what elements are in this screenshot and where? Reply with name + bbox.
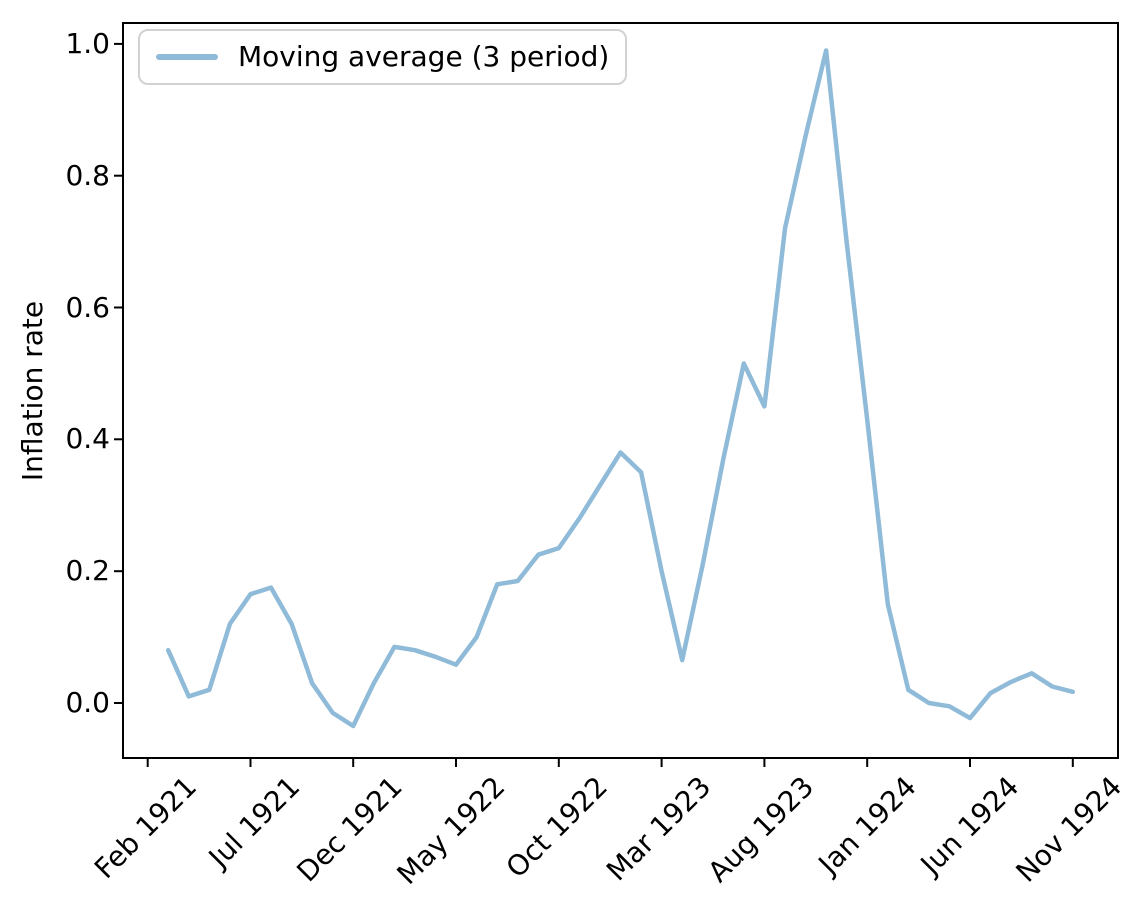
- legend: Moving average (3 period): [138, 29, 628, 85]
- legend-label: Moving average (3 period): [238, 40, 610, 73]
- moving-average-line: [165, 48, 1076, 729]
- y-tick-label: 0.2: [65, 554, 110, 588]
- axes-frame: [122, 22, 1119, 759]
- y-tick-label: 0.0: [65, 685, 110, 719]
- y-tick-label: 0.6: [65, 290, 110, 324]
- y-tick-label: 0.8: [65, 158, 110, 192]
- y-tick-label: 1.0: [65, 26, 110, 60]
- legend-line-sample: [156, 54, 218, 60]
- y-tick-label: 0.4: [65, 422, 110, 456]
